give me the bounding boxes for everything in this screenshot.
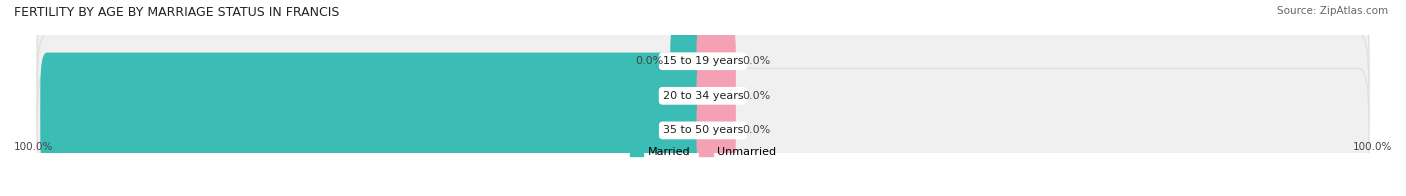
Text: 100.0%: 100.0%	[1353, 142, 1392, 152]
FancyBboxPatch shape	[41, 87, 710, 174]
Text: 35 to 50 years: 35 to 50 years	[662, 125, 744, 135]
Text: 20 to 34 years: 20 to 34 years	[662, 91, 744, 101]
Text: 100.0%: 100.0%	[0, 91, 37, 101]
Text: FERTILITY BY AGE BY MARRIAGE STATUS IN FRANCIS: FERTILITY BY AGE BY MARRIAGE STATUS IN F…	[14, 6, 339, 19]
Text: 0.0%: 0.0%	[742, 125, 770, 135]
Text: 100.0%: 100.0%	[14, 142, 53, 152]
Text: 100.0%: 100.0%	[0, 125, 37, 135]
FancyBboxPatch shape	[37, 68, 1369, 192]
Text: 0.0%: 0.0%	[742, 91, 770, 101]
Text: Source: ZipAtlas.com: Source: ZipAtlas.com	[1277, 6, 1388, 16]
Text: 0.0%: 0.0%	[742, 56, 770, 66]
FancyBboxPatch shape	[696, 53, 735, 139]
FancyBboxPatch shape	[696, 18, 735, 104]
FancyBboxPatch shape	[41, 53, 710, 139]
FancyBboxPatch shape	[696, 87, 735, 174]
FancyBboxPatch shape	[671, 18, 710, 104]
FancyBboxPatch shape	[37, 34, 1369, 158]
Text: 0.0%: 0.0%	[636, 56, 664, 66]
FancyBboxPatch shape	[37, 0, 1369, 123]
Text: 15 to 19 years: 15 to 19 years	[662, 56, 744, 66]
Legend: Married, Unmarried: Married, Unmarried	[626, 142, 780, 162]
